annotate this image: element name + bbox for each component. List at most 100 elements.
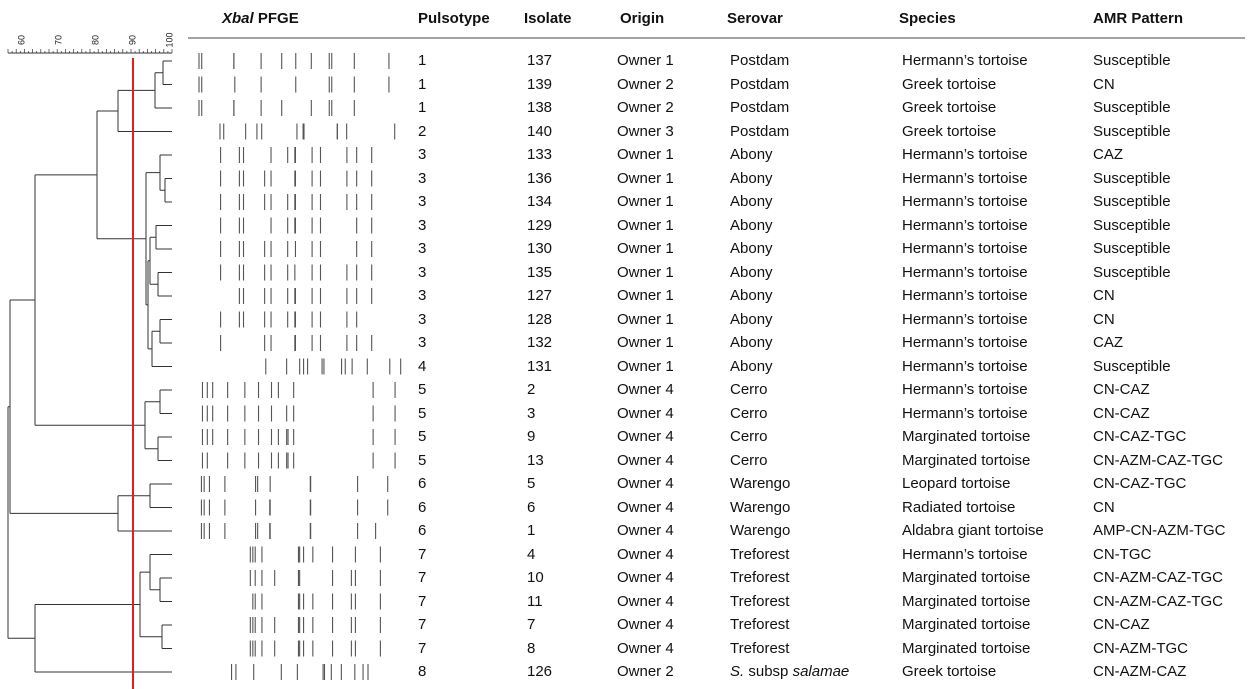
table-cell: Owner 1 (617, 240, 674, 258)
column-header: Serovar (727, 10, 783, 27)
table-cell: 7 (418, 640, 426, 658)
table-cell: 8 (418, 663, 426, 681)
table-cell: 5 (418, 405, 426, 423)
table-cell: Abony (730, 358, 773, 376)
table-cell: 3 (418, 334, 426, 352)
table-cell: 131 (527, 358, 552, 376)
table-cell: CN-AZM-TGC (1093, 640, 1188, 658)
table-cell: Marginated tortoise (902, 616, 1030, 634)
table-cell: 5 (418, 381, 426, 399)
table-cell: 7 (418, 593, 426, 611)
table-cell: CN-CAZ-TGC (1093, 475, 1186, 493)
table-cell: 127 (527, 287, 552, 305)
table-cell: Owner 1 (617, 52, 674, 70)
table-cell: CN-AZM-CAZ (1093, 663, 1186, 681)
table-cell: 133 (527, 146, 552, 164)
table-cell: Hermann’s tortoise (902, 381, 1028, 399)
column-header: Isolate (524, 10, 572, 27)
gel-header-italic: Xbal (222, 10, 254, 27)
table-cell: CN-CAZ (1093, 381, 1150, 399)
table-cell: CAZ (1093, 334, 1123, 352)
table-cell: 4 (418, 358, 426, 376)
table-cell: Cerro (730, 452, 768, 470)
table-cell: 3 (527, 405, 535, 423)
table-cell: Abony (730, 334, 773, 352)
table-cell: Treforest (730, 546, 789, 564)
table-cell: Warengo (730, 522, 790, 540)
table-cell: Owner 1 (617, 170, 674, 188)
table-cell: Hermann’s tortoise (902, 334, 1028, 352)
table-cell: Susceptible (1093, 123, 1171, 141)
gel-header: Xbal PFGE (222, 10, 299, 27)
table-cell: Owner 4 (617, 640, 674, 658)
table-cell: 10 (527, 569, 544, 587)
table-cell: 7 (418, 546, 426, 564)
table-cell: 6 (527, 499, 535, 517)
scale-label: 80 (90, 35, 100, 45)
table-cell: 3 (418, 264, 426, 282)
table-cell: 3 (418, 287, 426, 305)
table-cell: CN-TGC (1093, 546, 1151, 564)
table-cell: 132 (527, 334, 552, 352)
table-cell: Owner 4 (617, 616, 674, 634)
table-cell: Greek tortoise (902, 76, 996, 94)
table-cell: Owner 1 (617, 146, 674, 164)
table-cell: 4 (527, 546, 535, 564)
table-cell: Owner 4 (617, 593, 674, 611)
table-cell: 130 (527, 240, 552, 258)
table-cell: 3 (418, 146, 426, 164)
table-cell: Warengo (730, 475, 790, 493)
table-cell: 129 (527, 217, 552, 235)
table-cell: 5 (527, 475, 535, 493)
table-cell: 5 (418, 428, 426, 446)
column-header: Species (899, 10, 956, 27)
table-cell: Hermann’s tortoise (902, 311, 1028, 329)
table-cell: 9 (527, 428, 535, 446)
table-cell: 134 (527, 193, 552, 211)
table-cell: Owner 4 (617, 381, 674, 399)
table-cell: Owner 4 (617, 546, 674, 564)
column-header: AMR Pattern (1093, 10, 1183, 27)
table-cell: 1 (418, 76, 426, 94)
table-cell: Owner 1 (617, 334, 674, 352)
table-cell: 7 (418, 569, 426, 587)
table-cell: Greek tortoise (902, 99, 996, 117)
table-cell: Owner 4 (617, 405, 674, 423)
table-cell: Postdam (730, 76, 789, 94)
table-cell: 126 (527, 663, 552, 681)
gel-header-text: PFGE (258, 10, 299, 27)
scale-label: 60 (16, 35, 26, 45)
table-cell: Greek tortoise (902, 123, 996, 141)
table-cell: Abony (730, 170, 773, 188)
table-cell: Susceptible (1093, 99, 1171, 117)
table-cell: 8 (527, 640, 535, 658)
table-cell: Susceptible (1093, 358, 1171, 376)
table-cell: 2 (527, 381, 535, 399)
serovar-part: subsp (748, 663, 788, 680)
table-cell: Owner 1 (617, 217, 674, 235)
column-header: Pulsotype (418, 10, 490, 27)
table-cell: 3 (418, 170, 426, 188)
table-cell: Treforest (730, 593, 789, 611)
table-cell: CN (1093, 499, 1115, 517)
table-cell: CN-AZM-CAZ-TGC (1093, 569, 1223, 587)
table-cell: Susceptible (1093, 240, 1171, 258)
serovar-part: S. (730, 663, 744, 680)
table-cell: Hermann’s tortoise (902, 287, 1028, 305)
table-cell: Hermann’s tortoise (902, 264, 1028, 282)
table-cell: 3 (418, 311, 426, 329)
table-cell: Owner 4 (617, 428, 674, 446)
table-cell: Cerro (730, 428, 768, 446)
table-cell: 128 (527, 311, 552, 329)
table-cell: Marginated tortoise (902, 593, 1030, 611)
table-cell: Susceptible (1093, 217, 1171, 235)
table-cell: Postdam (730, 99, 789, 117)
table-cell: Hermann’s tortoise (902, 240, 1028, 258)
table-cell: 136 (527, 170, 552, 188)
table-cell: Abony (730, 193, 773, 211)
column-header: Origin (620, 10, 664, 27)
table-cell: Hermann’s tortoise (902, 193, 1028, 211)
table-cell: Abony (730, 287, 773, 305)
table-cell: Abony (730, 146, 773, 164)
scale-label: 100 (164, 32, 174, 47)
